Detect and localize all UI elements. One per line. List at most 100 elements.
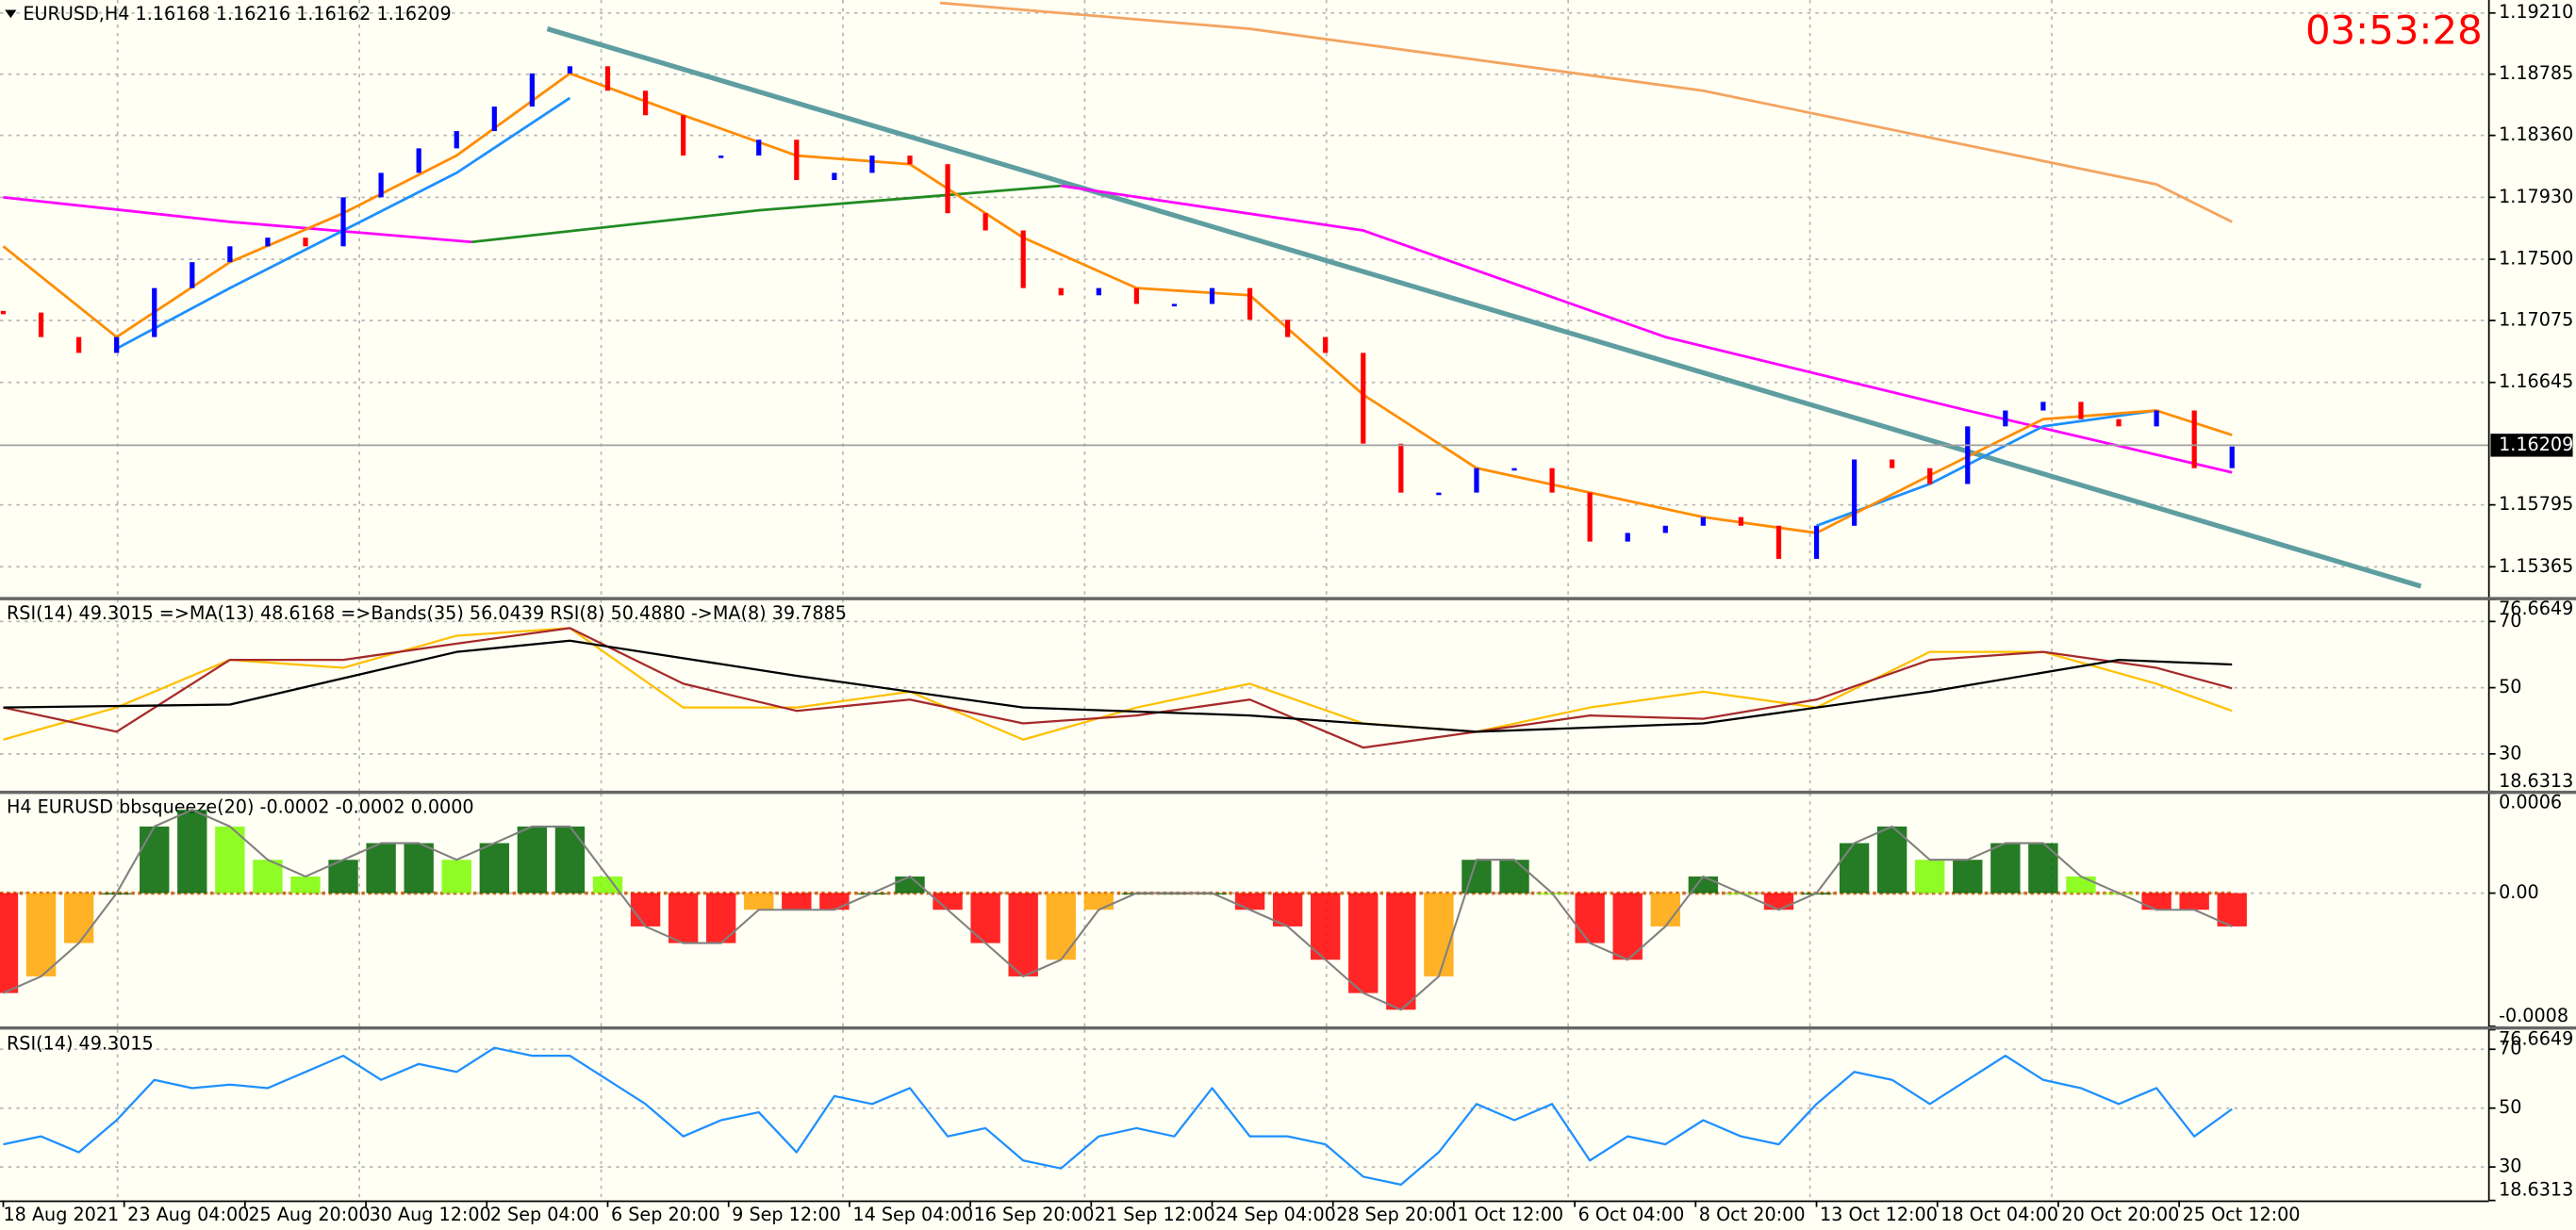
menu-triangle [5,9,17,19]
price-bar [1549,467,1555,493]
price-bar [1133,287,1139,304]
indicator-line [3,627,2233,749]
x-tick-label: 21 Sep 12:00 [1095,1204,1215,1225]
x-tick-label: 18 Aug 2021 [3,1204,119,1225]
squeeze-bar [290,876,321,894]
y-tick-label: 30 [2499,742,2521,763]
squeeze-bar [1953,860,1983,894]
price-bar [529,73,535,107]
squeeze-bar [970,893,1000,943]
price-bar [604,66,611,91]
y-tick-label: 18.6313 [2499,770,2573,792]
squeeze-bar [1575,893,1605,943]
squeeze-bar [253,860,283,894]
squeeze-bar [782,893,812,910]
moving-average [471,184,1062,244]
squeeze-bar [328,860,358,894]
x-tick-label: 8 Oct 20:00 [1699,1204,1806,1225]
price-bar [75,336,82,353]
y-tick-label: 76.6649 [2499,1027,2573,1049]
x-tick-label: 2 Sep 04:00 [490,1204,600,1225]
y-tick-label: 0.0006 [2499,791,2562,812]
price-bar [190,262,195,288]
indicator-line [3,627,2233,741]
price-bar [642,90,649,116]
price-bar [491,107,497,132]
y-tick-label: 18.6313 [2499,1179,2573,1201]
squeeze-bar [140,826,170,894]
indicator-line [3,639,2233,733]
y-tick-label: 1.16645 [2499,370,2573,392]
squeeze-bar [706,893,736,943]
squeeze-bar [744,893,774,910]
squeeze-bar [517,826,548,894]
x-tick-label: 6 Oct 04:00 [1578,1204,1685,1225]
x-tick-label: 1 Oct 12:00 [1457,1204,1563,1225]
panel-title: H4 EURUSD bbsqueeze(20) -0.0002 -0.0002 … [7,796,474,818]
price-bar [1020,230,1026,288]
y-tick-label: 1.17930 [2499,186,2573,207]
squeeze-bar [2179,893,2209,910]
price-bar [1474,467,1479,493]
squeeze-outline [3,809,2233,1011]
y-tick-label: 30 [2499,1156,2521,1177]
y-tick-label: 1.19210 [2499,1,2573,23]
panel-title: RSI(14) 49.3015 [7,1033,154,1055]
x-tick-label: 30 Aug 12:00 [370,1204,491,1225]
squeeze-bar [1008,893,1038,976]
y-tick-label: 50 [2499,676,2521,697]
x-tick-label: 13 Oct 12:00 [1820,1204,1938,1225]
price-bar [718,156,724,158]
price-bar [0,310,7,315]
price-bar [1436,492,1442,496]
price-bar [832,172,837,181]
price-bar [1662,525,1668,533]
price-bar [2116,418,2122,427]
squeeze-bar [479,843,509,894]
price-bar [1209,287,1215,304]
squeeze-bar [215,826,245,894]
price-bar [454,131,459,149]
x-tick-label: 25 Oct 12:00 [2183,1204,2301,1225]
price-bar [1398,443,1404,493]
price-bar [1511,467,1517,471]
price-bar [416,148,421,173]
squeeze-bar [2028,843,2058,894]
x-tick-label: 9 Sep 12:00 [732,1204,841,1225]
indicator-line [3,1046,2233,1187]
squeeze-bar [1272,893,1303,927]
current-price-box [2490,434,2573,457]
x-tick-label: 24 Sep 04:00 [1215,1204,1336,1225]
moving-average [939,1,2233,223]
price-bar [1851,459,1858,526]
price-bar [756,139,762,156]
y-tick-label: 1.18785 [2499,62,2573,84]
squeeze-bar [2141,893,2171,910]
y-tick-label: 1.17500 [2499,248,2573,270]
squeeze-bar [404,843,434,894]
panel-title: EURUSD,H4 1.16168 1.16216 1.16162 1.1620… [23,3,451,25]
squeeze-bar [441,860,471,894]
x-tick-label: 16 Sep 20:00 [974,1204,1095,1225]
price-bar [945,164,950,214]
price-bar [794,139,800,181]
squeeze-bar [1348,893,1379,993]
y-tick-label: 50 [2499,1096,2521,1118]
squeeze-bar [668,893,699,943]
price-bar [152,287,157,337]
price-bar [1285,320,1291,337]
price-bar [2078,402,2084,419]
x-tick-label: 14 Sep 04:00 [852,1204,973,1225]
y-tick-label: 76.6649 [2499,598,2573,619]
squeeze-bar [366,843,396,894]
squeeze-bar [630,893,661,927]
price-bar [681,115,686,156]
price-bar [1775,525,1782,559]
price-bar [340,197,346,247]
price-bar [1738,517,1744,526]
price-bar [2191,410,2197,468]
y-tick-label: 70 [2499,1038,2521,1059]
y-tick-label: 1.17075 [2499,309,2573,331]
